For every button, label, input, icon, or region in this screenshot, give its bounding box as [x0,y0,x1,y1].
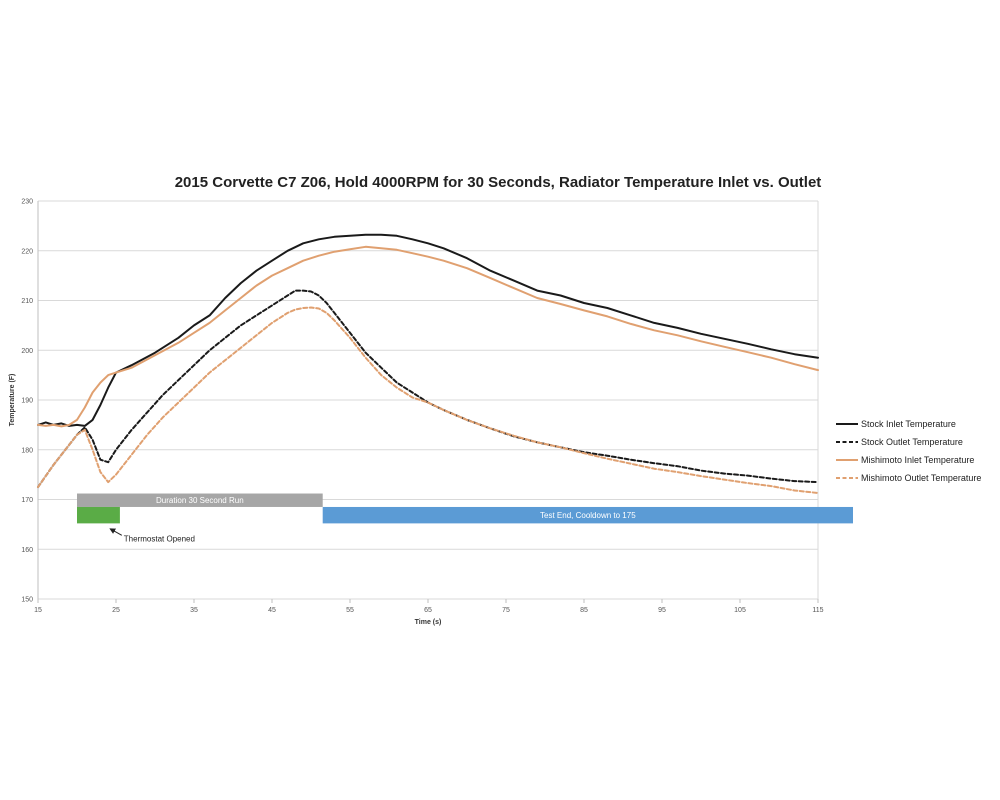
y-tick-label: 150 [21,597,33,604]
y-tick-label: 160 [21,547,33,554]
y-tick-label: 170 [21,497,33,504]
chart-title: 2015 Corvette C7 Z06, Hold 4000RPM for 3… [175,174,822,191]
annotations: Thermostat Opened [109,528,195,543]
y-tick-label: 190 [21,398,33,405]
x-tick-label: 105 [734,607,746,614]
x-tick-label: 65 [424,607,432,614]
y-tick-label: 200 [21,348,33,355]
annotation-bars: Duration 30 Second Run Test End, Cooldown… [77,493,853,524]
x-axis-label: Time (s) [415,619,442,626]
y-tick-label: 220 [21,248,33,255]
annotation-bar [77,506,120,524]
series-line-1 [37,233,819,427]
legend: Stock Inlet Temperature Stock Outlet Temp… [836,419,981,483]
annotation-bar-label: Test End, Cooldown to 175 [540,511,636,520]
axis-ticks: 150 160 170 180 190 200 210 220 230 15 25 35 45 55 65 7… [21,199,823,615]
y-tick-label: 230 [21,199,33,206]
x-tick-label: 15 [34,607,42,614]
x-tick-label: 75 [502,607,510,614]
annotation-arrow [109,528,123,536]
x-tick-label: 45 [268,607,276,614]
x-tick-label: 35 [190,607,198,614]
annotation-bar [322,506,853,524]
y-tick-label: 210 [21,298,33,305]
series-line-3 [37,245,819,428]
x-tick-label: 25 [112,607,120,614]
y-tick-label: 180 [21,447,33,454]
legend-item-label: Stock Inlet Temperature [861,419,956,429]
legend-item-label: Mishimoto Inlet Temperature [861,455,974,465]
legend-item-label: Stock Outlet Temperature [861,437,963,447]
x-tick-label: 55 [346,607,354,614]
series-lines [37,233,819,494]
x-tick-label: 115 [812,607,823,614]
legend-item-label: Mishimoto Outlet Temperature [861,473,981,483]
series-line-4 [37,306,819,494]
annotation-text: Thermostat Opened [124,534,195,543]
annotation-bar [77,493,323,507]
x-tick-label: 95 [658,607,666,614]
series-line-2 [37,289,819,489]
annotation-bar-label: Duration 30 Second Run [156,496,244,505]
x-tick-label: 85 [580,607,588,614]
y-axis-label: Temperature (F) [9,374,16,427]
